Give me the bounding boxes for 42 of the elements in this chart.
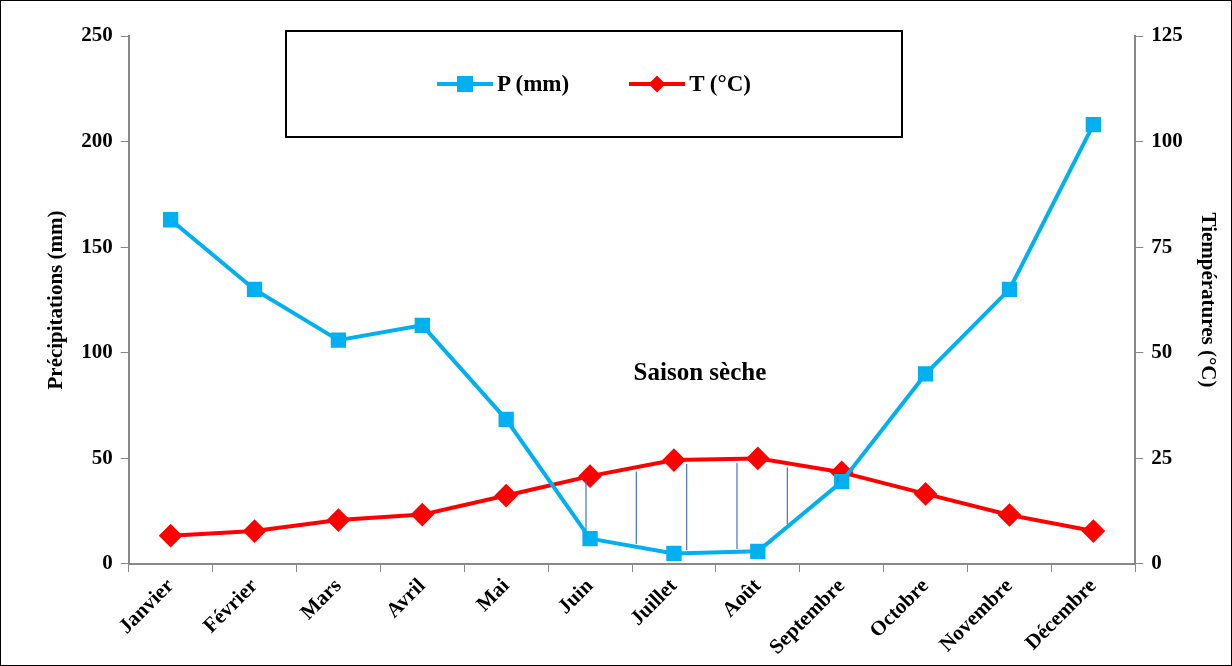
point <box>582 531 598 547</box>
y2-tick-label: 100 <box>1151 128 1183 153</box>
point <box>498 411 514 427</box>
point <box>917 366 934 382</box>
y-tick-label: 150 <box>81 233 113 258</box>
point <box>834 473 850 490</box>
point <box>159 524 182 547</box>
y-tick-label: 200 <box>81 128 113 153</box>
y-tick-label: 250 <box>81 22 113 47</box>
point <box>495 484 518 507</box>
point <box>914 482 937 505</box>
y2-tick-label: 0 <box>1151 550 1162 575</box>
x-tick-label: Mai <box>471 573 514 616</box>
y2-tick-label: 25 <box>1151 444 1173 469</box>
point <box>327 509 350 532</box>
y-tick-label: 100 <box>81 339 113 364</box>
point <box>579 465 602 488</box>
point <box>246 281 263 298</box>
y2-tick-label: 50 <box>1151 339 1173 364</box>
legend-label: P (mm) <box>497 71 570 97</box>
y-tick-label: 50 <box>91 444 113 469</box>
point <box>411 503 434 526</box>
y-axis-title: Précipitations (mm) <box>43 210 68 390</box>
point <box>162 212 179 228</box>
point <box>998 504 1021 526</box>
annotation: Saison sèche <box>633 358 767 386</box>
point <box>243 520 266 543</box>
y2-tick-label: 75 <box>1151 233 1173 258</box>
y-tick-label: 0 <box>102 550 113 575</box>
point <box>666 545 682 562</box>
point <box>1001 281 1018 298</box>
legend-label: T (°C) <box>689 71 751 97</box>
y2-axis-title: Tiempératures (°C) <box>1196 212 1221 388</box>
point <box>1082 520 1105 543</box>
point <box>662 449 685 472</box>
point <box>1085 117 1102 133</box>
point <box>750 543 766 559</box>
point <box>746 447 769 470</box>
x-tick-label: Juin <box>552 573 598 619</box>
point <box>414 317 430 333</box>
y2-tick-label: 125 <box>1151 22 1183 47</box>
point <box>330 332 347 348</box>
